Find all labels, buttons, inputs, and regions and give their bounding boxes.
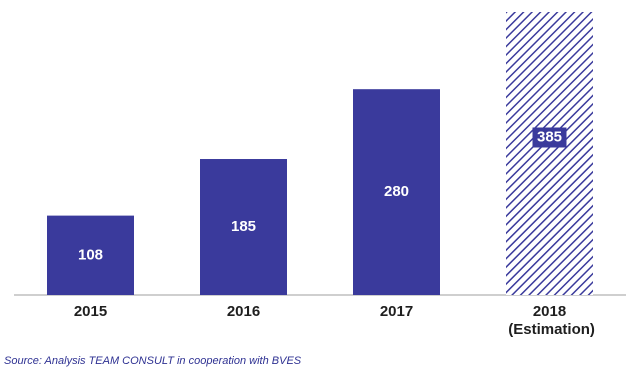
bar: [47, 215, 134, 295]
source-note: Source: Analysis TEAM CONSULT in coopera…: [4, 355, 302, 367]
value-label-box: [532, 127, 567, 148]
bar: [200, 159, 287, 295]
value-label: 385: [537, 128, 562, 145]
x-tick-label: 2016: [227, 303, 260, 320]
bar: [353, 89, 440, 295]
bar: [506, 12, 593, 295]
x-tick-label: 2015: [74, 303, 107, 320]
value-label: 185: [231, 218, 256, 235]
value-label: 280: [384, 183, 409, 200]
value-label: 108: [78, 246, 103, 263]
x-tick-label: 2017: [380, 303, 413, 320]
x-tick-label: 2018 (Estimation): [504, 303, 595, 338]
